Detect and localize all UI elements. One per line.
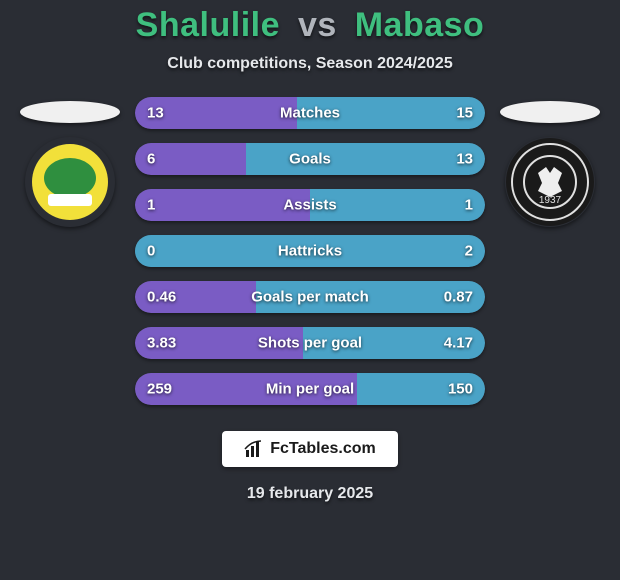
stat-row: 0.46 0.87 Goals per match [135,281,485,313]
stat-bars: 1315Matches613Goals11Assists02Hattricks0… [135,97,485,405]
left-side [15,97,125,227]
brand-badge[interactable]: FcTables.com [222,431,398,467]
stat-value-left: 3.83 [147,335,176,352]
stat-label: Goals per match [251,289,369,306]
subtitle: Club competitions, Season 2024/2025 [167,55,452,73]
crest-left-svg [30,142,110,222]
stat-label: Goals [289,151,331,168]
crest-year: 1937 [539,195,562,206]
stat-value-right: 1 [465,197,473,214]
stat-value-left: 1 [147,197,155,214]
stat-value-left: 13 [147,105,164,122]
player2-name: Mabaso [355,6,485,44]
bar-chart-icon [244,439,264,459]
stat-value-right: 150 [448,381,473,398]
player1-flag [20,101,120,123]
stat-value-left: 259 [147,381,172,398]
title: Shalulile vs Mabaso [136,6,485,45]
stat-row: 6 13 Goals [135,143,485,175]
stat-row: 13 15 Matches [135,97,485,129]
player1-club-crest [25,137,115,227]
date-label: 19 february 2025 [247,485,373,503]
stat-value-left: 0 [147,243,155,260]
vs-label: vs [298,6,337,44]
stat-row: 1 1 Assists [135,189,485,221]
stat-label: Shots per goal [258,335,362,352]
stat-value-right: 0.87 [444,289,473,306]
stat-bar-right [246,143,485,175]
brand-text: FcTables.com [270,440,376,458]
stat-row: 259 150 Min per goal [135,373,485,405]
crest-right-svg: 1937 [505,137,595,227]
stat-row: 3.83 4.17 Shots per goal [135,327,485,359]
stat-label: Assists [283,197,336,214]
player2-club-crest: 1937 [505,137,595,227]
stat-label: Matches [280,105,340,122]
stat-row: 0 2 Hattricks [135,235,485,267]
stat-label: Min per goal [266,381,354,398]
stat-value-right: 4.17 [444,335,473,352]
content-row: 1315Matches613Goals11Assists02Hattricks0… [0,97,620,405]
player2-flag [500,101,600,123]
stat-value-right: 15 [456,105,473,122]
stat-value-left: 0.46 [147,289,176,306]
comparison-card: Shalulile vs Mabaso Club competitions, S… [0,0,620,580]
stat-label: Hattricks [278,243,342,260]
stat-value-right: 13 [456,151,473,168]
stat-value-right: 2 [465,243,473,260]
right-side: 1937 [495,97,605,227]
stat-value-left: 6 [147,151,155,168]
player1-name: Shalulile [136,6,280,44]
